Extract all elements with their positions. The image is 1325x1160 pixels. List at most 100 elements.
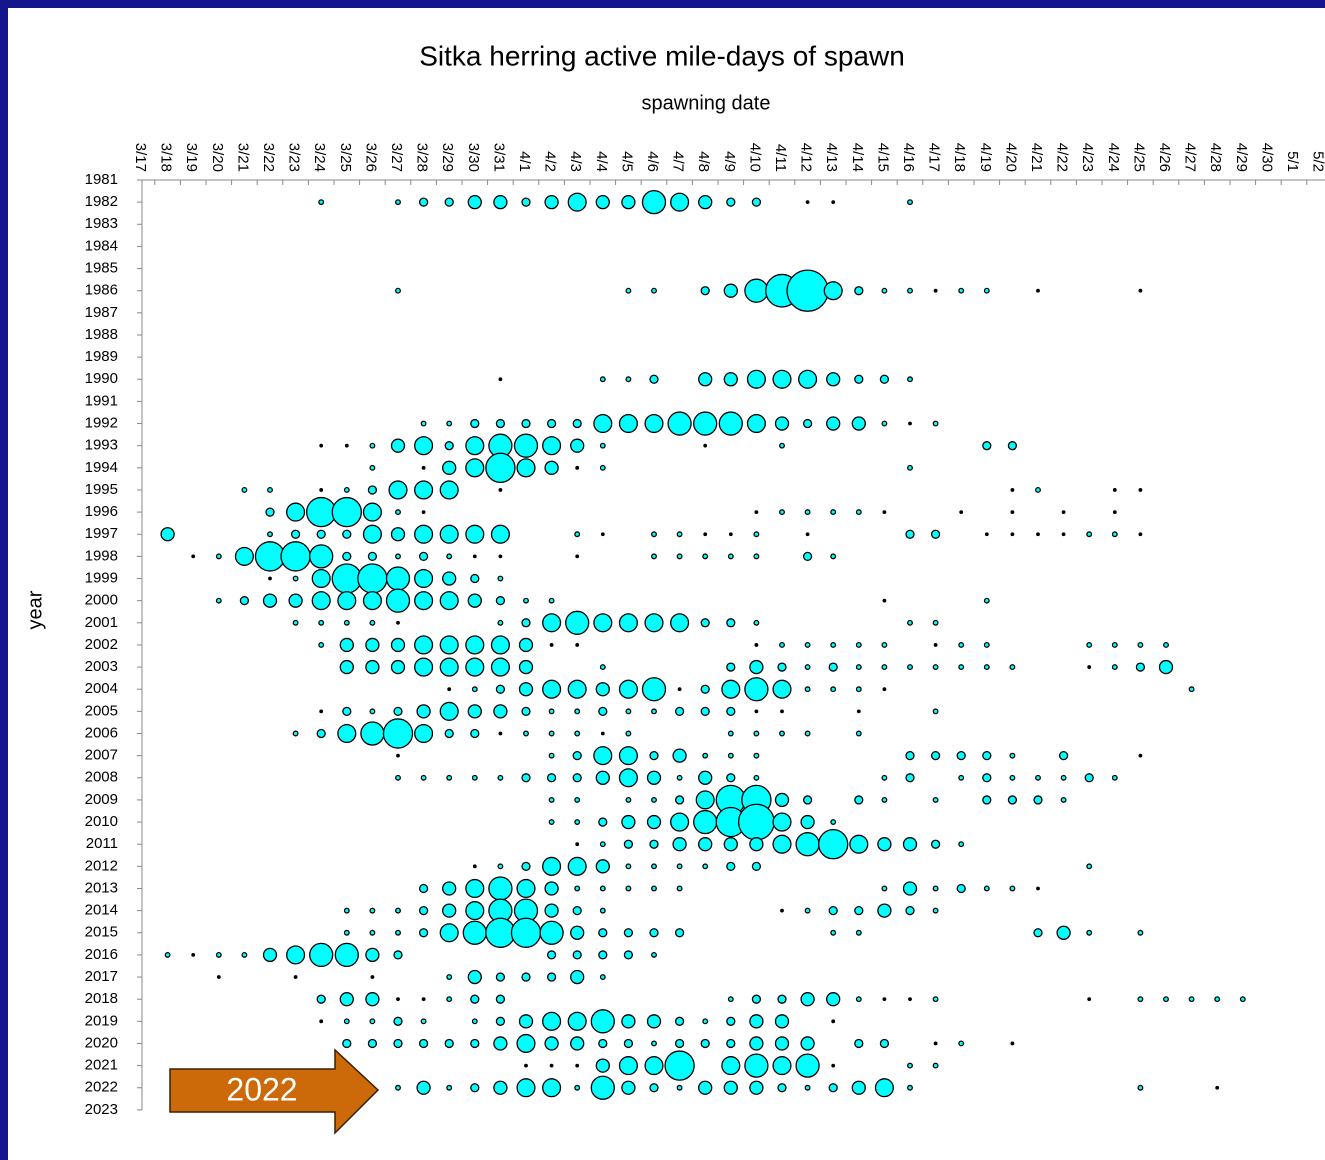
bubble: [395, 929, 401, 936]
bubble: [241, 951, 248, 958]
y-tick-label: 1991: [85, 392, 118, 409]
bubble: [618, 413, 638, 434]
bubble: [1056, 925, 1071, 940]
bubble: [982, 795, 992, 805]
bubble: [444, 197, 454, 207]
bubble: [393, 1038, 403, 1049]
bubble: [1112, 488, 1117, 492]
bubble: [802, 795, 813, 805]
bubble: [804, 641, 811, 648]
bubble: [1036, 886, 1040, 891]
bubble: [420, 1018, 427, 1025]
bubble: [672, 837, 687, 852]
bubble: [1035, 487, 1041, 493]
bubble: [618, 746, 638, 766]
bubble: [421, 510, 426, 515]
bubble: [471, 774, 478, 781]
bubble: [881, 287, 888, 294]
bubble: [164, 951, 171, 958]
bubble: [933, 643, 938, 647]
bubble: [1010, 488, 1015, 492]
bubble: [521, 418, 531, 429]
y-tick-label: 1999: [85, 569, 118, 586]
bubble: [369, 464, 376, 471]
bubble: [516, 1078, 536, 1098]
bubble: [1009, 752, 1016, 759]
y-tick-label: 2006: [85, 724, 118, 741]
x-tick-label: 4/13: [823, 143, 840, 172]
bubble: [446, 1084, 453, 1091]
bubble: [746, 413, 766, 434]
bubble: [493, 194, 508, 210]
annotation-label: 2022: [226, 1071, 297, 1107]
bubble: [618, 768, 638, 788]
x-tick-label: 4/11: [772, 144, 789, 172]
bubble: [339, 992, 354, 1007]
bubble: [828, 662, 838, 672]
y-tick-label: 1985: [85, 260, 118, 277]
bubble: [574, 885, 581, 892]
x-tick-label: 3/30: [465, 143, 482, 172]
bubble: [723, 1080, 738, 1095]
bubble: [600, 532, 605, 537]
bubble: [439, 635, 459, 655]
bubble: [1137, 1084, 1144, 1091]
x-tick-label: 3/28: [414, 143, 431, 172]
bubble: [723, 372, 738, 387]
y-tick-label: 1993: [85, 437, 118, 454]
bubble: [570, 925, 585, 940]
bubble: [774, 416, 790, 431]
bubble: [414, 635, 434, 655]
bubble: [575, 465, 580, 470]
bubble: [1007, 441, 1018, 451]
bubble: [262, 593, 278, 608]
bubble: [216, 975, 221, 979]
bubble: [830, 819, 837, 826]
x-tick-label: 3/31: [490, 143, 507, 172]
bubble: [1060, 774, 1067, 781]
bubble: [800, 992, 815, 1007]
bubble: [470, 418, 480, 429]
bubble: [958, 841, 965, 848]
bubble: [644, 413, 664, 434]
y-tick-label: 1995: [85, 481, 118, 498]
bubble: [390, 659, 406, 675]
bubble: [421, 465, 426, 470]
bubble: [753, 553, 760, 560]
bubble: [854, 905, 864, 916]
bubble: [700, 706, 710, 716]
bubble: [905, 773, 915, 783]
bubble: [191, 554, 196, 559]
y-tick-label: 2002: [85, 636, 118, 653]
bubble: [365, 992, 380, 1007]
bubble: [749, 1014, 764, 1029]
bubble: [1061, 532, 1066, 537]
bubble: [1007, 795, 1018, 805]
bubble: [495, 972, 506, 982]
y-tick-label: 2016: [85, 946, 118, 963]
bubble: [700, 684, 710, 694]
bubble: [493, 1036, 508, 1051]
bubble: [495, 994, 506, 1004]
bubble: [749, 1036, 764, 1051]
y-tick-label: 2022: [85, 1079, 118, 1096]
bubble: [983, 641, 990, 648]
bubble: [907, 664, 913, 671]
bubble: [982, 773, 992, 783]
bubble: [542, 1011, 562, 1031]
bubble: [369, 929, 376, 936]
bubble: [779, 442, 785, 449]
bubble: [595, 1058, 610, 1073]
bubble: [651, 553, 657, 560]
bubble: [649, 374, 659, 384]
bubble: [932, 1062, 939, 1069]
bubble: [418, 551, 429, 562]
bubble: [385, 588, 411, 613]
bubble: [369, 1018, 376, 1025]
y-tick-label: 2014: [85, 902, 118, 919]
y-tick-label: 1986: [85, 282, 118, 299]
bubble: [670, 613, 690, 633]
bubble: [726, 861, 736, 871]
bubble: [744, 1053, 769, 1078]
bubble: [498, 731, 503, 736]
